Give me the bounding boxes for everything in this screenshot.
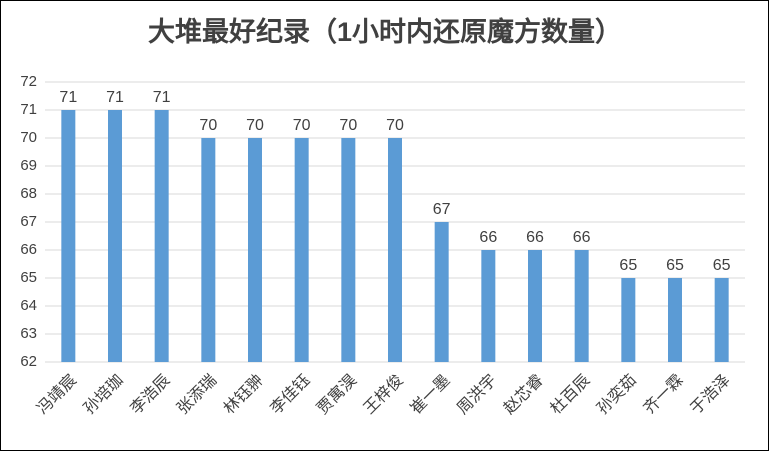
data-label: 70 [246,117,264,134]
bar [294,138,309,362]
data-label: 66 [573,229,591,246]
y-tick-label: 62 [20,353,37,370]
y-tick-label: 66 [20,241,37,258]
bar [714,278,729,362]
bar [341,138,356,362]
y-tick-label: 63 [20,325,37,342]
bar [528,250,542,362]
y-tick-label: 72 [20,73,37,90]
bar [481,250,496,362]
y-tick-label: 64 [20,297,37,314]
data-label: 66 [526,229,544,246]
data-label: 65 [666,257,684,274]
data-label: 66 [479,229,497,246]
bar [108,110,122,362]
y-tick-label: 71 [20,101,37,118]
data-label: 70 [199,117,217,134]
y-tick-label: 69 [20,157,37,174]
data-label: 65 [713,257,731,274]
bar [434,222,449,362]
data-label: 70 [386,117,404,134]
bar [621,278,636,362]
data-label: 71 [106,89,124,106]
bar [154,110,169,362]
data-label: 65 [619,257,637,274]
bar [61,110,76,362]
y-tick-label: 70 [20,129,37,146]
data-label: 71 [59,89,77,106]
data-label: 67 [433,201,451,218]
bar [388,138,402,362]
data-label: 70 [293,117,311,134]
bar [201,138,216,362]
data-label: 70 [339,117,357,134]
bar [248,138,262,362]
y-tick-label: 65 [20,269,37,286]
bar [668,278,682,362]
y-tick-label: 67 [20,213,37,230]
y-tick-label: 68 [20,185,37,202]
bar [574,250,589,362]
chart-title: 大堆最好纪录（1小时内还原魔方数量） [148,16,622,47]
data-label: 71 [153,89,171,106]
